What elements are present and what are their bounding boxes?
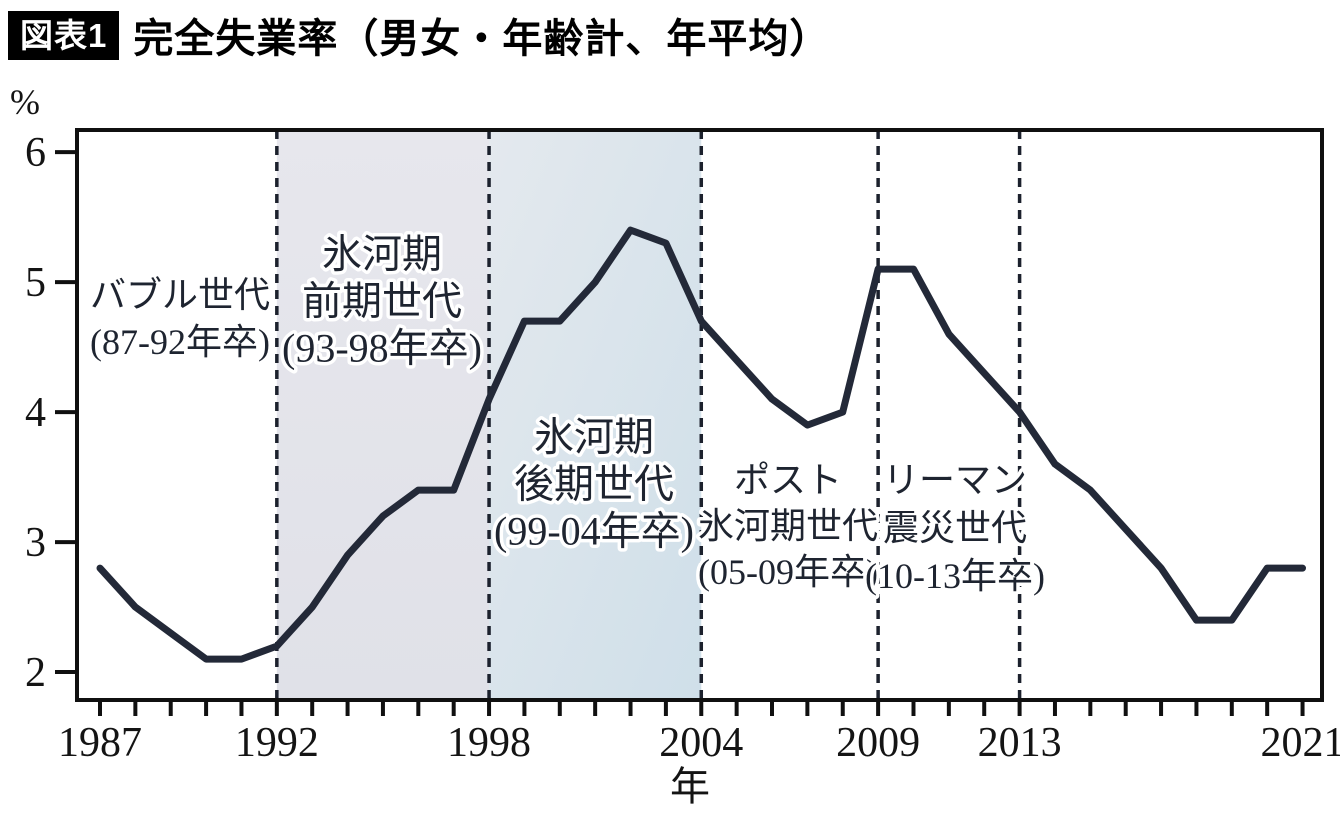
data-line-group [96,226,1306,663]
region-ice-age-late [489,132,702,698]
x-tick-label-2009: 2009 [836,720,920,766]
figure-badge: 図表1 [8,10,120,60]
annotations: バブル世代(87-92年卒)氷河期前期世代(93-98年卒)氷河期後期世代(99… [86,228,1048,600]
axis-ticks [55,150,1305,716]
y-unit-label: % [10,82,40,122]
x-tick-label-1992: 1992 [235,720,319,766]
x-tick-label-1987: 1987 [58,720,142,766]
y-tick-label-5: 5 [25,260,46,306]
y-tick-label-4: 4 [25,390,46,436]
x-tick-label-2013: 2013 [978,720,1062,766]
x-tick-label-2004: 2004 [659,720,743,766]
generation-label-lehman-quake: リーマン震災世代(10-13年卒) [865,460,1045,596]
page-title: 完全失業率（男女・年齢計、年平均） [133,17,831,61]
generation-label-ice-age-late: 氷河期後期世代(99-04年卒) [494,415,694,554]
tick-labels: 1987 1992 1998 2004 2009 2013 2021 2 3 4 5 6 [25,130,1340,766]
generation-label-ice-age-early: 氷河期前期世代(93-98年卒) [282,232,482,371]
x-tick-label-2021: 2021 [1261,720,1340,766]
generation-label-bubble: バブル世代(87-92年卒) [90,275,270,362]
y-tick-label-3: 3 [25,520,46,566]
generation-label-post-ice-age: ポスト氷河期世代(05-09年卒) [698,460,878,592]
unemployment-rate-line [96,226,1306,663]
y-tick-label-6: 6 [25,130,46,176]
x-tick-label-1998: 1998 [447,720,531,766]
x-axis-label: 年 [670,764,710,809]
y-tick-label-2: 2 [25,650,46,696]
chart-header: 図表1 完全失業率（男女・年齢計、年平均） [8,6,830,64]
